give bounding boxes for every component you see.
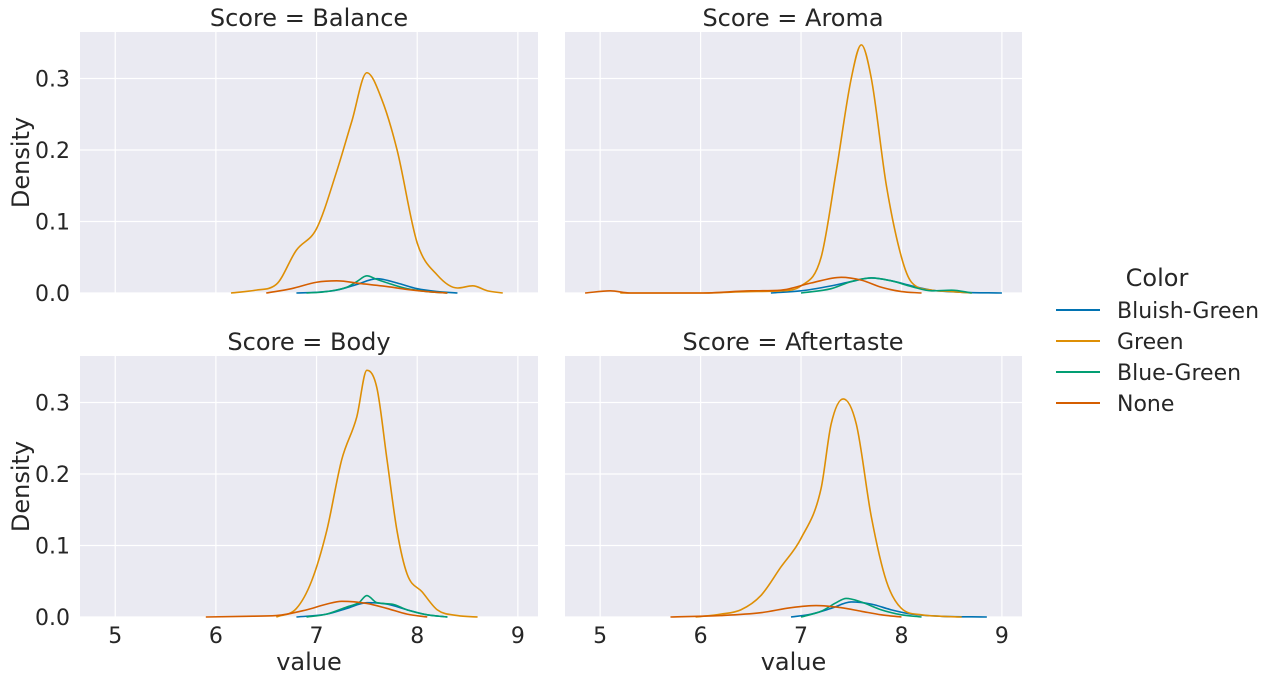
y-tick-label: 0.1 (35, 210, 70, 235)
legend-entries: Bluish-Green Green Blue-Green None (1056, 299, 1259, 417)
y-tick-label: 0.1 (35, 534, 70, 559)
panel-title-body: Score = Body (227, 328, 390, 356)
legend-label-none: None (1117, 392, 1174, 417)
x-axis-label: value (761, 648, 827, 676)
y-tick-label: 0.3 (35, 67, 70, 92)
x-axis-label: value (276, 648, 342, 676)
legend-label-blue-green: Blue-Green (1117, 361, 1241, 386)
plot-area-body (80, 356, 538, 617)
panel-title-aroma: Score = Aroma (702, 4, 883, 32)
legend: Color Bluish-Green Green Blue-Green None (1056, 264, 1259, 417)
curve-aroma-blue-green (800, 277, 972, 294)
legend-label-bluish-green: Bluish-Green (1117, 299, 1259, 324)
x-tick-label: 5 (593, 624, 607, 649)
x-tick-label: 6 (694, 624, 708, 649)
y-tick-label: 0.2 (35, 463, 70, 488)
y-tick-label: 0.3 (35, 391, 70, 416)
x-tick-label: 9 (995, 624, 1009, 649)
curve-aroma-none (585, 276, 922, 294)
x-tick-label: 6 (209, 624, 223, 649)
panel-aroma: Score = Aroma (565, 4, 1022, 294)
y-axis-label: Density (7, 441, 35, 532)
curve-balance-green (230, 71, 503, 294)
legend-label-green: Green (1117, 330, 1184, 355)
x-tick-label: 8 (894, 624, 908, 649)
plot-area-balance (80, 32, 538, 293)
panel-title-balance: Score = Balance (210, 4, 408, 32)
y-tick-label: 0.0 (35, 282, 70, 307)
x-tick-label: 7 (794, 624, 808, 649)
plot-area-aroma (565, 32, 1022, 293)
curve-aftertaste-blue-green (800, 597, 922, 618)
curve-aftertaste-none (670, 604, 902, 618)
x-tick-label: 7 (310, 624, 324, 649)
y-tick-label: 0.0 (35, 606, 70, 631)
curve-body-green (275, 369, 478, 618)
curve-aftertaste-green (695, 398, 962, 618)
curve-body-none (205, 600, 428, 618)
x-tick-label: 9 (511, 624, 525, 649)
x-tick-label: 8 (410, 624, 424, 649)
panel-title-aftertaste: Score = Aftertaste (682, 328, 903, 356)
y-axis-label: Density (7, 117, 35, 208)
legend-title: Color (1126, 264, 1189, 292)
plot-area-aftertaste (565, 356, 1022, 617)
curve-balance-none (266, 280, 448, 294)
panel-body: Score = Body 0.0 0.1 0.2 0.3 5 6 7 8 9 value Densi… (7, 328, 538, 676)
y-tick-label: 0.2 (35, 139, 70, 164)
x-tick-label: 5 (108, 624, 122, 649)
curve-body-blue-green (306, 594, 448, 618)
panel-aftertaste: Score = Aftertaste 5 6 7 8 9 value (565, 328, 1022, 676)
